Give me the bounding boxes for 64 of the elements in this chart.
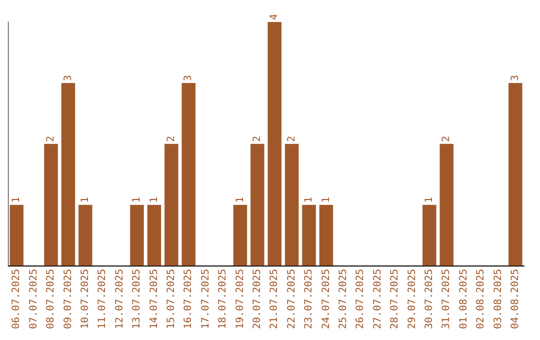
x-tick-label: 26.07.2025 xyxy=(355,268,366,330)
data-label: 1 xyxy=(80,196,91,203)
data-label: 1 xyxy=(11,196,22,203)
data-label: 2 xyxy=(252,136,263,142)
bar xyxy=(284,144,299,266)
data-label: 1 xyxy=(148,196,160,203)
x-tick-label: 13.07.2025 xyxy=(132,268,143,330)
data-label: 2 xyxy=(441,136,452,142)
x-tick-label: 16.07.2025 xyxy=(183,268,194,330)
bar xyxy=(130,204,144,266)
x-tick-label: 25.07.2025 xyxy=(338,268,349,330)
x-tick-label: 06.07.2025 xyxy=(11,268,22,330)
data-label: 2 xyxy=(166,136,177,142)
data-label: 2 xyxy=(46,136,57,142)
bar xyxy=(61,82,76,266)
bar xyxy=(78,204,92,266)
bar xyxy=(422,204,436,266)
bar xyxy=(440,144,454,266)
bar xyxy=(147,204,162,266)
bar xyxy=(164,144,178,266)
x-tick-label: 11.07.2025 xyxy=(97,268,108,330)
x-tick-label: 27.07.2025 xyxy=(372,268,384,330)
bar xyxy=(233,204,248,266)
x-tick-label: 20.07.2025 xyxy=(252,268,263,330)
x-tick-label: 24.07.2025 xyxy=(320,268,332,330)
data-label: 2 xyxy=(286,136,298,142)
bar xyxy=(268,22,282,266)
x-tick-label: 04.08.2025 xyxy=(510,268,521,330)
x-tick-label: 19.07.2025 xyxy=(234,268,246,330)
x-tick-label: 08.07.2025 xyxy=(46,268,57,330)
bar xyxy=(182,82,196,266)
x-tick-label: 09.07.2025 xyxy=(62,268,74,330)
bar xyxy=(44,144,58,266)
data-label: 1 xyxy=(234,196,246,203)
x-tick-label: 30.07.2025 xyxy=(424,268,435,330)
x-tick-label: 28.07.2025 xyxy=(390,268,401,330)
x-tick-label: 22.07.2025 xyxy=(286,268,298,330)
data-label: 3 xyxy=(183,74,194,81)
bar xyxy=(319,204,334,266)
x-tick-label: 18.07.2025 xyxy=(218,268,229,330)
bar xyxy=(250,144,264,266)
data-label: 1 xyxy=(304,196,315,203)
x-tick-label: 03.08.2025 xyxy=(492,268,504,330)
data-label: 3 xyxy=(62,74,74,81)
x-tick-label: 31.07.2025 xyxy=(441,268,452,330)
data-label: 3 xyxy=(510,74,521,81)
x-tick-label: 23.07.2025 xyxy=(304,268,315,330)
data-label: 1 xyxy=(320,196,332,203)
x-tick-label: 01.08.2025 xyxy=(458,268,470,330)
x-tick-label: 17.07.2025 xyxy=(200,268,212,330)
x-tick-label: 02.08.2025 xyxy=(476,268,487,330)
x-tick-label: 14.07.2025 xyxy=(148,268,160,330)
bar xyxy=(10,204,24,266)
x-tick-label: 12.07.2025 xyxy=(114,268,126,330)
data-label: 1 xyxy=(424,196,435,203)
bar xyxy=(302,204,316,266)
x-tick-label: 21.07.2025 xyxy=(269,268,280,330)
x-tick-label: 15.07.2025 xyxy=(166,268,177,330)
x-tick-label: 10.07.2025 xyxy=(80,268,91,330)
bar xyxy=(508,82,522,266)
x-tick-label: 29.07.2025 xyxy=(406,268,418,330)
data-label: 4 xyxy=(269,14,280,20)
data-label: 1 xyxy=(132,196,143,203)
x-tick-label: 07.07.2025 xyxy=(28,268,40,330)
